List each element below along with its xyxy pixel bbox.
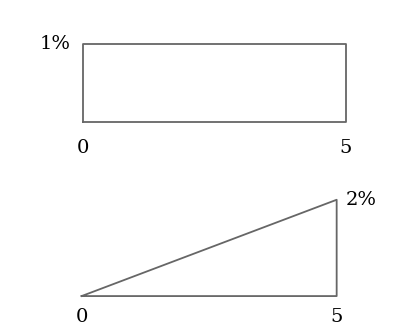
Text: 0: 0 xyxy=(76,139,89,157)
Text: 2%: 2% xyxy=(346,191,377,209)
Text: 5: 5 xyxy=(330,308,343,326)
Text: 0: 0 xyxy=(75,308,88,326)
Text: 1%: 1% xyxy=(40,35,71,53)
Text: 5: 5 xyxy=(340,139,352,157)
